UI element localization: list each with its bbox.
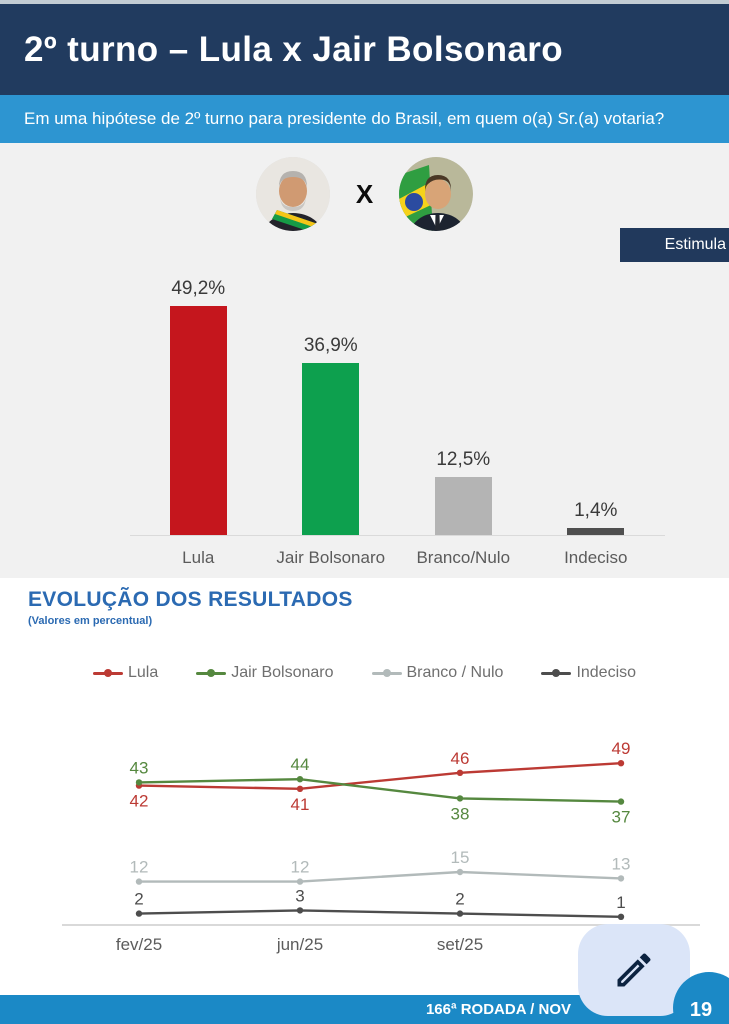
- bar-jair-bolsonaro: [302, 363, 360, 535]
- bar-group-branco-nulo: 12,5% Branco/Nulo: [397, 276, 530, 567]
- bar-category-label: Indeciso: [564, 548, 628, 567]
- evolution-title: EVOLUÇÃO DOS RESULTADOS: [28, 588, 353, 611]
- page-number: 19: [689, 998, 713, 1021]
- point-value-label: 3: [295, 886, 304, 905]
- footer-text: 166ª RODADA / NOV: [425, 1001, 571, 1018]
- legend-item-jair-bolsonaro: Jair Bolsonaro: [196, 664, 334, 682]
- point-branco-nulo: [617, 875, 625, 882]
- bar-value-label: 1,4%: [574, 500, 618, 521]
- legend-marker-icon: [371, 669, 402, 677]
- line-indeciso: [138, 909, 622, 918]
- point-value-label: 2: [134, 890, 143, 909]
- bar-chart: 49,2% Lula 36,9% Jair Bolsonaro 12,5% Branco/…: [132, 276, 663, 567]
- point-value-label: 49: [612, 739, 631, 758]
- point-value-label: 2: [455, 890, 464, 909]
- legend-label: Branco / Nulo: [406, 664, 504, 681]
- bolsonaro-portrait-icon: [399, 157, 474, 231]
- x-tick-label: jun/25: [276, 935, 323, 954]
- point-value-label: 12: [291, 858, 310, 877]
- point-jair-bolsonaro: [456, 795, 464, 802]
- bar-group-lula: 49,2% Lula: [132, 276, 265, 567]
- point-branco-nulo: [135, 878, 143, 885]
- point-value-label: 46: [451, 749, 470, 768]
- point-lula: [296, 785, 304, 792]
- point-indeciso: [456, 910, 464, 917]
- point-branco-nulo: [456, 868, 464, 876]
- lula-photo: [255, 157, 330, 231]
- bar-value-label: 36,9%: [303, 335, 358, 356]
- point-value-label: 42: [130, 792, 149, 811]
- point-value-label: 12: [130, 858, 149, 877]
- line-branco-nulo: [139, 870, 622, 883]
- point-indeciso: [135, 910, 143, 917]
- point-value-label: 1: [616, 893, 625, 912]
- pencil-icon: [617, 953, 651, 987]
- header: 2º turno – Lula x Jair Bolsonaro: [0, 4, 729, 95]
- point-lula: [456, 769, 464, 776]
- line-legend: Lula Jair Bolsonaro Branco / Nulo Indeciso: [0, 664, 729, 682]
- legend-item-lula: Lula: [92, 664, 159, 682]
- evolution-subtitle: (Valores em percentual): [28, 615, 153, 627]
- point-value-label: 37: [612, 808, 631, 827]
- point-value-label: 44: [291, 755, 310, 774]
- point-lula: [617, 760, 625, 767]
- legend-item-indeciso: Indeciso: [541, 664, 636, 682]
- bar-group-indeciso: 1,4% Indeciso: [530, 276, 663, 567]
- legend-marker-icon: [541, 669, 572, 677]
- matchup: X: [0, 157, 729, 231]
- bar-branco-nulo: [434, 477, 492, 535]
- versus-label: X: [355, 178, 374, 209]
- point-jair-bolsonaro: [296, 776, 304, 783]
- question-bar: Em uma hipótese de 2º turno para preside…: [0, 95, 729, 143]
- point-value-label: 13: [612, 854, 631, 873]
- bar-category-label: Lula: [182, 548, 215, 567]
- bar-value-label: 49,2%: [171, 278, 226, 299]
- legend-label: Indeciso: [576, 664, 637, 681]
- line-jair-bolsonaro: [138, 777, 622, 803]
- legend-marker-icon: [196, 669, 227, 677]
- bar-category-label: Jair Bolsonaro: [276, 548, 386, 567]
- legend-item-branco-nulo: Branco / Nulo: [371, 664, 504, 682]
- question-text: Em uma hipótese de 2º turno para preside…: [24, 109, 665, 128]
- point-jair-bolsonaro: [135, 779, 143, 786]
- legend-marker-icon: [92, 669, 123, 677]
- point-value-label: 38: [451, 804, 470, 823]
- legend-label: Lula: [127, 664, 159, 681]
- legend-label: Jair Bolsonaro: [231, 664, 334, 681]
- point-value-label: 41: [291, 795, 310, 814]
- point-jair-bolsonaro: [617, 798, 625, 805]
- bolsonaro-photo: [399, 157, 474, 231]
- x-tick-label: set/25: [437, 935, 483, 954]
- line-chart: 42 41 46 49 43 44 38 37 12 12 15 13 2 3 2 1 fev/25 jun/25…: [62, 739, 700, 954]
- point-value-label: 43: [130, 758, 149, 777]
- edit-button[interactable]: [578, 924, 690, 1016]
- bar-lula: [169, 306, 227, 535]
- bar-group-jair-bolsonaro: 36,9% Jair Bolsonaro: [265, 276, 398, 567]
- bar-chart-baseline: [130, 535, 665, 536]
- stimulated-badge: Estimula: [620, 228, 729, 262]
- point-indeciso: [296, 907, 304, 914]
- lula-portrait-icon: [255, 157, 330, 231]
- top-strip: [0, 0, 729, 4]
- point-indeciso: [617, 913, 625, 920]
- bar-category-label: Branco/Nulo: [416, 548, 511, 567]
- x-tick-label: fev/25: [116, 935, 162, 954]
- page-title: 2º turno – Lula x Jair Bolsonaro: [24, 29, 564, 69]
- line-lula: [138, 762, 622, 791]
- bar-indeciso: [567, 528, 625, 535]
- point-value-label: 15: [451, 848, 470, 867]
- results-panel: X Estimula 49,2% Lula 36,9% Jair Bolsonaro 1…: [0, 143, 729, 578]
- point-branco-nulo: [296, 878, 304, 885]
- bar-value-label: 12,5%: [436, 449, 491, 470]
